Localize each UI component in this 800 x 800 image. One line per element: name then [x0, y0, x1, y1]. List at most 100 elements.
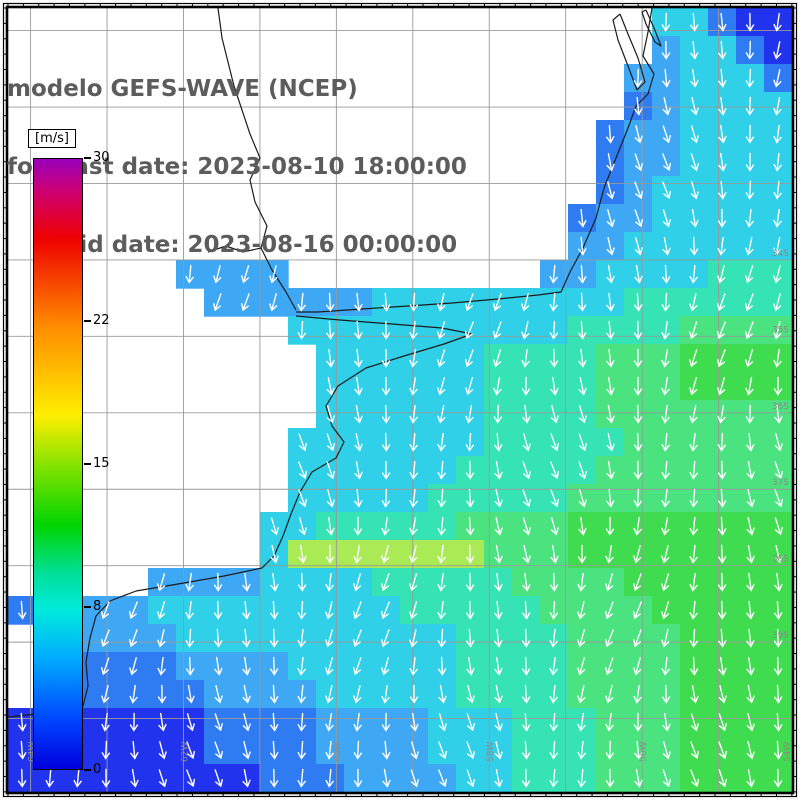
direction-arrow — [746, 544, 755, 564]
direction-arrow — [494, 544, 503, 564]
direction-arrow — [101, 740, 111, 760]
direction-arrow — [214, 656, 223, 676]
direction-arrow — [494, 656, 503, 676]
lon-label: 62W — [181, 742, 191, 762]
direction-arrow — [718, 628, 727, 648]
direction-arrow — [409, 404, 418, 424]
direction-arrow — [242, 600, 251, 620]
direction-arrow — [717, 544, 727, 564]
direction-arrow — [521, 628, 531, 648]
direction-arrow — [410, 741, 419, 760]
direction-arrow — [157, 656, 166, 676]
direction-arrow — [605, 712, 614, 732]
lon-label: 60W — [333, 742, 343, 762]
direction-arrow — [746, 741, 755, 760]
direction-arrow — [774, 572, 783, 592]
direction-arrow — [297, 572, 307, 592]
direction-arrow — [494, 768, 503, 788]
direction-arrow — [549, 628, 558, 648]
direction-arrow — [409, 460, 418, 480]
direction-arrow — [632, 629, 642, 648]
direction-arrow — [550, 433, 560, 452]
direction-arrow — [661, 601, 670, 620]
direction-arrow — [298, 544, 307, 564]
direction-arrow — [466, 741, 476, 760]
direction-arrow — [773, 236, 782, 256]
direction-arrow — [326, 489, 335, 508]
direction-arrow — [522, 433, 531, 452]
direction-arrow — [269, 293, 278, 312]
direction-arrow — [633, 684, 642, 704]
direction-arrow — [214, 713, 223, 732]
direction-arrow — [605, 516, 615, 536]
direction-arrow — [661, 656, 670, 676]
direction-arrow — [45, 768, 54, 788]
direction-arrow — [129, 684, 138, 704]
direction-arrow — [606, 488, 615, 508]
direction-arrow — [745, 68, 755, 88]
direction-arrow — [549, 740, 558, 760]
direction-arrow — [745, 12, 755, 32]
direction-arrow — [409, 573, 418, 592]
direction-arrow — [746, 600, 755, 620]
direction-arrow — [437, 321, 446, 340]
direction-arrow — [746, 628, 755, 648]
direction-arrow — [409, 656, 418, 676]
direction-arrow — [690, 12, 699, 32]
direction-arrow — [549, 572, 559, 592]
direction-arrow — [73, 768, 82, 788]
lat-label: 38S — [772, 555, 789, 565]
direction-arrow — [437, 460, 446, 480]
direction-arrow — [214, 685, 223, 704]
direction-arrow — [409, 601, 418, 620]
direction-arrow — [438, 684, 447, 704]
direction-arrow — [353, 516, 363, 536]
direction-arrow — [773, 265, 782, 284]
direction-arrow — [409, 516, 418, 536]
direction-arrow — [185, 656, 195, 676]
direction-arrow — [493, 349, 502, 368]
direction-arrow — [522, 489, 532, 508]
direction-arrow — [438, 769, 448, 788]
direction-arrow — [606, 124, 615, 144]
direction-arrow — [605, 657, 614, 676]
direction-arrow — [718, 12, 727, 32]
direction-arrow — [494, 713, 503, 732]
direction-arrow — [465, 404, 474, 424]
direction-arrow — [157, 573, 166, 592]
direction-arrow — [326, 516, 335, 536]
direction-arrow — [437, 628, 447, 648]
direction-arrow — [689, 349, 698, 368]
direction-arrow — [577, 685, 586, 704]
direction-arrow — [158, 769, 167, 788]
direction-arrow — [325, 601, 334, 620]
direction-arrow — [326, 405, 335, 424]
direction-arrow — [409, 292, 419, 312]
direction-arrow — [465, 572, 475, 592]
direction-arrow — [550, 544, 559, 564]
direction-arrow — [718, 40, 727, 60]
direction-arrow — [437, 572, 446, 592]
direction-arrow — [157, 629, 166, 648]
direction-arrow — [550, 376, 559, 396]
direction-arrow — [773, 124, 782, 144]
direction-arrow — [773, 348, 782, 368]
direction-arrow — [353, 740, 363, 760]
direction-arrow — [465, 488, 475, 508]
direction-arrow — [494, 628, 503, 648]
direction-arrow — [298, 433, 308, 452]
direction-arrow — [270, 572, 279, 592]
direction-arrow — [662, 153, 672, 172]
direction-arrow — [494, 572, 503, 592]
direction-arrow — [690, 97, 699, 116]
direction-arrow — [774, 433, 783, 452]
direction-arrow — [662, 741, 671, 760]
direction-arrow — [606, 348, 615, 368]
colorbar-tick — [84, 320, 91, 323]
direction-arrow — [326, 320, 335, 340]
direction-arrow — [578, 376, 587, 396]
colorbar-tick — [84, 769, 91, 771]
direction-arrow — [493, 376, 502, 396]
direction-arrow — [465, 600, 475, 620]
direction-arrow — [380, 601, 390, 620]
